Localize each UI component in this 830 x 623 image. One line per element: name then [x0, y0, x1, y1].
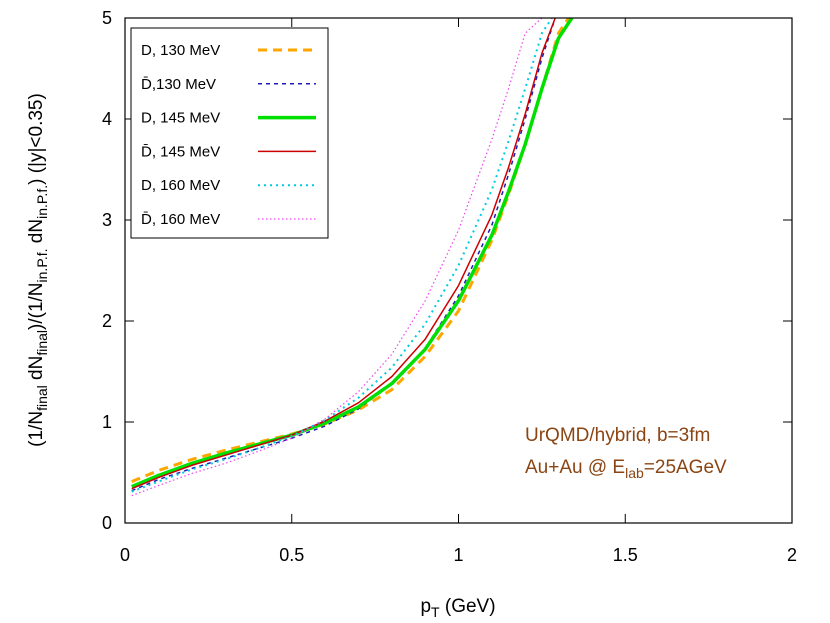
- legend-box: [130, 27, 329, 239]
- series-line: [131, 18, 570, 483]
- tick-labels: 0 0.5 1 1.5 2 0 1 2 3 4 5: [102, 8, 797, 565]
- legend-label: D, 145 MeV: [141, 110, 220, 127]
- annotation-line-2-sub: lab: [625, 465, 644, 481]
- x-tick-label: 2: [787, 545, 797, 565]
- annotation-line-2: Au+Au @ Elab=25AGeV: [525, 457, 727, 481]
- y-axis-title: (1/Nfinal dNfinal)/(1/Nin.P.f. dNin.P.f.…: [26, 93, 50, 447]
- plot-frame: [124, 17, 793, 524]
- x-axis-title-main: p: [420, 596, 431, 617]
- series-line: [131, 18, 574, 489]
- y-axis-title-part: final: [34, 385, 50, 411]
- y-axis-title-part: in.P.f.: [34, 185, 50, 219]
- x-tick-label: 1.5: [613, 545, 638, 565]
- series-layer: [131, 18, 574, 497]
- y-axis-title-part: (1/N: [26, 411, 47, 447]
- y-axis-title-part: final: [34, 330, 50, 356]
- x-tick-label: 0: [120, 545, 130, 565]
- series-line: [131, 18, 556, 492]
- legend-label: D̄, 160 MeV: [141, 211, 220, 228]
- x-axis-title: pT (GeV): [420, 596, 495, 620]
- y-axis-title-part: )/(1/N: [26, 282, 47, 330]
- y-tick-label: 4: [102, 109, 112, 129]
- legend-label: D̄, 145 MeV: [141, 143, 220, 160]
- y-axis-title-part: in.P.f.: [34, 248, 50, 282]
- y-axis-title-part: dN: [26, 356, 47, 386]
- x-tick-label: 0.5: [279, 545, 304, 565]
- annotation-line-2-post: =25AGeV: [644, 457, 727, 478]
- y-tick-label: 2: [102, 311, 112, 331]
- y-tick-label: 3: [102, 210, 112, 230]
- x-axis-title-sub: T: [431, 604, 440, 620]
- y-tick-label: 0: [102, 513, 112, 533]
- legend-label: D, 160 MeV: [141, 177, 220, 194]
- annotation-line-2-pre: Au+Au @ E: [525, 457, 625, 478]
- annotation: UrQMD/hybrid, b=3fm Au+Au @ Elab=25AGeV: [525, 425, 727, 481]
- legend: D, 130 MeV D̄,130 MeV D, 145 MeV D̄, 145 Me…: [130, 27, 329, 239]
- y-axis-title-part: dN: [26, 219, 47, 249]
- x-tick-label: 1: [453, 545, 463, 565]
- legend-label: D, 130 MeV: [141, 42, 220, 59]
- series-line: [131, 18, 556, 490]
- y-tick-label: 5: [102, 8, 112, 28]
- legend-label: D̄,130 MeV: [141, 76, 216, 93]
- y-tick-label: 1: [102, 412, 112, 432]
- x-axis-title-rest: (GeV): [440, 596, 496, 617]
- annotation-line-1: UrQMD/hybrid, b=3fm: [525, 425, 710, 446]
- y-axis-title-part: ) (|y|<0.35): [26, 93, 47, 185]
